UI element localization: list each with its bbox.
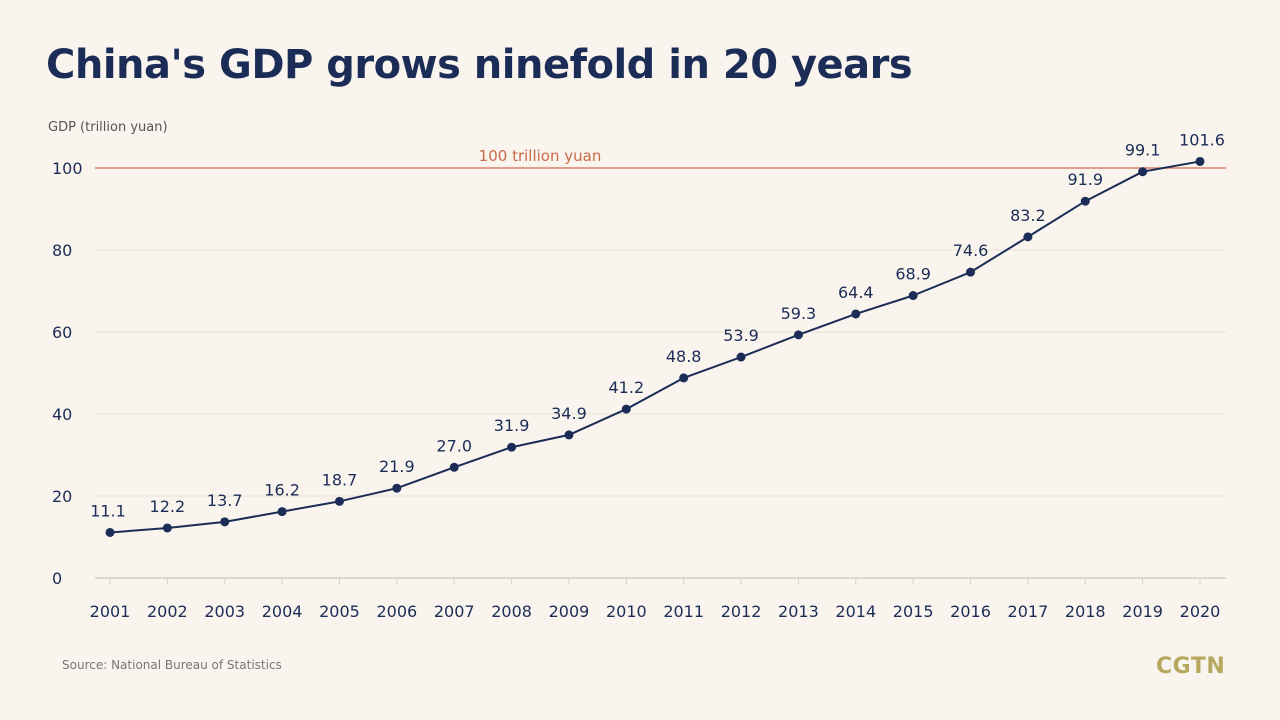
x-tick-label: 2017	[1008, 602, 1049, 621]
data-point	[851, 309, 861, 319]
x-tick-label: 2008	[491, 602, 532, 621]
x-tick-label: 2003	[204, 602, 245, 621]
data-label: 31.9	[494, 416, 530, 435]
data-label: 16.2	[264, 481, 300, 500]
x-tick-label: 2004	[262, 602, 303, 621]
data-point	[564, 430, 574, 440]
data-labels: 11.1 12.2 13.7 16.2 18.7 21.9 27.0 31.9 34.9 41.2…	[90, 130, 1225, 520]
x-tick-label: 2002	[147, 602, 188, 621]
data-point	[220, 517, 230, 527]
data-point	[1195, 156, 1205, 166]
data-point	[334, 496, 344, 506]
data-label: 74.6	[953, 241, 989, 260]
y-tick-label: 80	[52, 241, 72, 260]
data-label: 12.2	[150, 497, 186, 516]
cgtn-logo: CGTN	[1156, 654, 1226, 679]
data-label: 99.1	[1125, 141, 1161, 160]
data-label: 59.3	[781, 304, 817, 323]
data-point	[736, 352, 746, 362]
x-tick-label: 2001	[90, 602, 131, 621]
data-label: 68.9	[895, 265, 931, 284]
data-point	[162, 523, 172, 533]
x-tick-label: 2014	[835, 602, 876, 621]
data-label: 34.9	[551, 404, 587, 423]
data-point	[966, 267, 976, 277]
data-label: 83.2	[1010, 206, 1046, 225]
data-point	[908, 291, 918, 301]
gdp-series-line	[109, 160, 1201, 534]
data-point	[277, 507, 287, 517]
data-label: 91.9	[1067, 170, 1103, 189]
y-tick-label: 40	[52, 405, 72, 424]
data-point	[793, 330, 803, 340]
data-point	[1023, 232, 1033, 242]
reference-line-label: 100 trillion yuan	[479, 147, 602, 165]
y-tick-label: 60	[52, 323, 72, 342]
x-tick-label: 2018	[1065, 602, 1106, 621]
data-point	[392, 483, 402, 493]
chart-title: China's GDP grows ninefold in 20 years	[46, 42, 913, 88]
x-tick-label: 2010	[606, 602, 647, 621]
data-points	[105, 156, 1205, 537]
data-point	[621, 404, 631, 414]
y-tick-label: 100	[52, 159, 83, 178]
grid-lines	[95, 249, 1226, 497]
data-label: 27.0	[436, 436, 472, 455]
x-tick-label: 2006	[376, 602, 417, 621]
y-tick-label: 20	[52, 487, 72, 506]
data-label: 101.6	[1179, 130, 1225, 149]
x-tick-label: 2011	[663, 602, 704, 621]
data-point	[105, 527, 115, 537]
x-tick-label: 2009	[549, 602, 590, 621]
data-point	[449, 462, 459, 472]
data-label: 18.7	[322, 470, 358, 489]
x-tick-label: 2019	[1122, 602, 1163, 621]
data-point	[507, 442, 517, 452]
x-tick-label: 2007	[434, 602, 475, 621]
series-line-group	[109, 160, 1201, 534]
data-label: 48.8	[666, 347, 702, 366]
x-tick-label: 2020	[1180, 602, 1221, 621]
source-note: Source: National Bureau of Statistics	[62, 658, 282, 672]
reference-line-group: 100 trillion yuan	[95, 147, 1226, 169]
data-point	[1080, 196, 1090, 206]
x-tick-label: 2012	[721, 602, 762, 621]
data-point	[1138, 167, 1148, 177]
x-tick-label: 2016	[950, 602, 991, 621]
x-tick-label: 2013	[778, 602, 819, 621]
axes: GDP (trillion yuan) 0 20 40 60 80 100 2001 2002 2…	[48, 120, 1226, 621]
data-label: 53.9	[723, 326, 759, 345]
data-label: 64.4	[838, 283, 874, 302]
data-point	[679, 373, 689, 383]
x-tick-label: 2015	[893, 602, 934, 621]
data-label: 21.9	[379, 457, 415, 476]
data-label: 41.2	[609, 378, 645, 397]
data-label: 11.1	[90, 501, 126, 520]
y-tick-label: 0	[52, 569, 62, 588]
data-label: 13.7	[207, 491, 243, 510]
y-axis-label: GDP (trillion yuan)	[48, 120, 168, 135]
x-tick-label: 2005	[319, 602, 360, 621]
